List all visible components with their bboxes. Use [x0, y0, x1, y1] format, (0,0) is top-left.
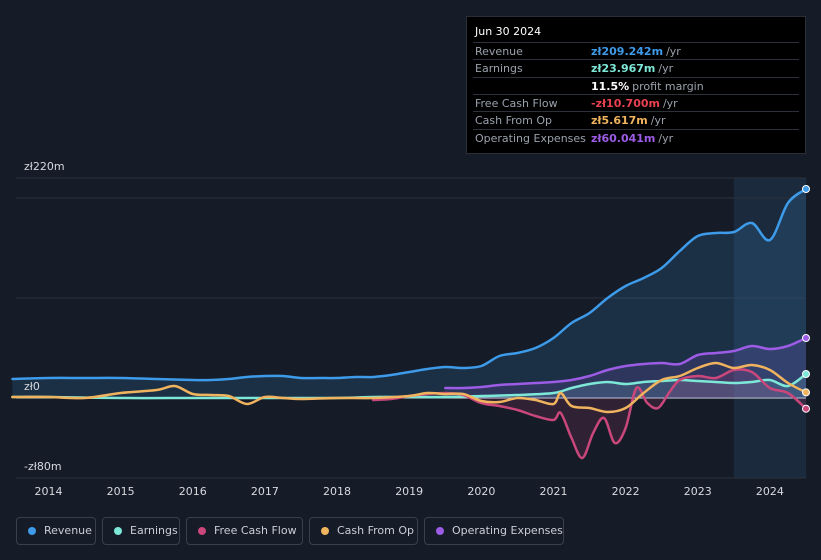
tooltip-row-value: zł209.242m/yr: [591, 45, 681, 58]
operating-expenses-endpoint: [802, 334, 810, 342]
earnings-area: [12, 374, 806, 399]
series-lines: [11, 187, 808, 460]
tooltip-row-unit: /yr: [662, 96, 678, 110]
tooltip-row: 11.5% profit margin: [473, 76, 799, 94]
tooltip-row-label: Free Cash Flow: [475, 96, 558, 110]
tooltip-row-unit: /yr: [658, 62, 674, 76]
operating-expenses-line: [444, 336, 808, 390]
legend-cash-from-op[interactable]: Cash From Op: [309, 517, 418, 545]
free-cash-flow-area: [373, 369, 806, 459]
y-tick-label: -zł80m: [24, 460, 62, 473]
earnings-endpoint: [802, 370, 810, 378]
x-tick-label: 2022: [612, 485, 640, 498]
revenue-endpoint: [802, 185, 810, 193]
cash-from-op-endpoint: [802, 388, 810, 397]
legend-operating-expenses[interactable]: Operating Expenses: [424, 517, 564, 545]
tooltip-row: Free Cash Flow -zł10.700m/yr: [473, 93, 799, 111]
legend-dot-icon: [198, 527, 206, 535]
x-tick-label: 2024: [756, 485, 784, 498]
tooltip-row-value: 11.5% profit margin: [591, 79, 704, 93]
highlight-band: [733, 178, 806, 478]
x-tick-label: 2017: [251, 485, 279, 498]
x-tick-label: 2021: [539, 485, 567, 498]
legend-dot-icon: [114, 527, 122, 535]
tooltip: Jun 30 2024 Revenue zł209.242m/yr Earnings…: [466, 16, 806, 154]
chart: zł220m zł0 -zł80m 2014 2015 2016 2017 2018 2019…: [11, 160, 810, 498]
tooltip-row-unit: profit margin: [632, 79, 704, 93]
x-tick-label: 2014: [34, 485, 62, 498]
legend-dot-icon: [436, 527, 444, 535]
revenue-line: [11, 187, 808, 382]
tooltip-row-unit: /yr: [650, 114, 666, 128]
x-tick-label: 2018: [323, 485, 351, 498]
tooltip-row-label: Earnings: [475, 62, 523, 76]
tooltip-row-label: Revenue: [475, 45, 523, 58]
tooltip-date: Jun 30 2024: [475, 25, 542, 38]
x-tick-label: 2023: [684, 485, 712, 498]
x-tick-label: 2020: [467, 485, 495, 498]
tooltip-row-value: zł60.041m/yr: [591, 131, 674, 145]
legend-label: Operating Expenses: [452, 524, 563, 537]
legend-dot-icon: [28, 527, 36, 535]
legend-earnings[interactable]: Earnings: [102, 517, 180, 545]
legend-dot-icon: [321, 527, 329, 535]
y-tick-label: zł220m: [24, 160, 65, 173]
tooltip-row-unit: /yr: [666, 45, 681, 58]
tooltip-row-label: Cash From Op: [475, 114, 553, 128]
tooltip-row-value: zł5.617m/yr: [591, 114, 666, 128]
legend-revenue[interactable]: Revenue: [16, 517, 96, 545]
x-tick-label: 2016: [179, 485, 207, 498]
tooltip-row: Earnings zł23.967m/yr: [473, 59, 799, 76]
tooltip-row: Revenue zł209.242m/yr: [473, 42, 799, 59]
tooltip-row: Operating Expenses zł60.041m/yr: [473, 128, 799, 146]
tooltip-row-value: zł23.967m/yr: [591, 62, 674, 76]
tooltip-row-label: Operating Expenses: [475, 131, 586, 145]
legend-label: Cash From Op: [337, 524, 415, 537]
free-cash-flow-endpoint: [802, 404, 810, 413]
revenue-area: [12, 189, 806, 398]
legend-free-cash-flow[interactable]: Free Cash Flow: [186, 517, 303, 545]
cash-from-op-line: [11, 361, 808, 414]
x-axis-labels: 2014 2015 2016 2017 2018 2019 2020 2021 2022 2023…: [34, 485, 783, 498]
tooltip-row-value: -zł10.700m/yr: [591, 96, 678, 110]
legend-label: Revenue: [44, 524, 92, 537]
tooltip-row-unit: /yr: [658, 131, 674, 145]
legend-label: Free Cash Flow: [214, 524, 297, 537]
series-endpoints: [802, 185, 810, 413]
y-tick-label: zł0: [24, 380, 40, 393]
x-tick-label: 2019: [395, 485, 423, 498]
series-fills: [12, 189, 806, 459]
y-axis-labels: zł220m zł0 -zł80m: [24, 160, 65, 473]
legend-label: Earnings: [130, 524, 178, 537]
tooltip-row: Cash From Op zł5.617m/yr: [473, 111, 799, 128]
x-tick-label: 2015: [107, 485, 135, 498]
